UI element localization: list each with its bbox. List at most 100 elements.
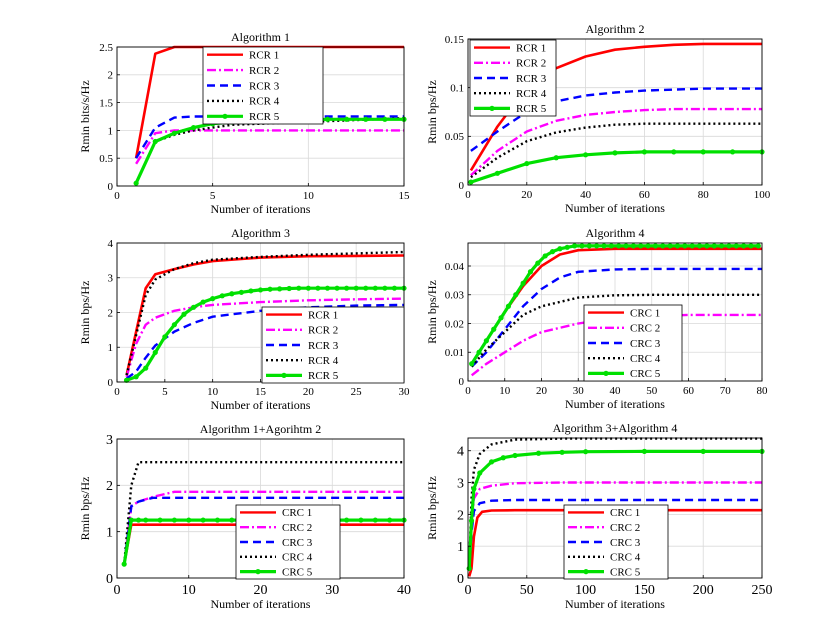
data-point (157, 517, 163, 523)
legend-marker (583, 569, 589, 575)
data-point (535, 260, 541, 266)
data-point (579, 243, 585, 249)
data-point (638, 243, 644, 249)
data-point (382, 285, 388, 291)
y-tick-label: 0 (459, 376, 465, 388)
legend-label-4: RCR 4 (249, 96, 280, 108)
x-tick-label: 25 (351, 386, 363, 398)
data-point (469, 361, 475, 367)
data-point (674, 243, 681, 249)
legend-label-4: RCR 4 (308, 355, 339, 367)
legend-label-5: CRC 5 (630, 368, 661, 380)
x-tick-label: 30 (399, 386, 411, 398)
data-point (726, 243, 732, 249)
legend-label-2: CRC 2 (610, 522, 640, 534)
x-tick-label: 70 (720, 385, 732, 397)
data-point (498, 315, 504, 321)
x-tick-label: 40 (610, 385, 622, 397)
data-point (143, 365, 149, 371)
data-point (200, 299, 206, 305)
data-point (257, 287, 264, 293)
data-point (344, 116, 350, 122)
y-tick-label: 1.5 (99, 97, 113, 109)
data-point (696, 243, 703, 249)
y-axis-label: Rmin bits/s/Hz (78, 80, 92, 152)
legend-label-3: CRC 3 (610, 537, 641, 549)
y-axis-label: Rmin bps/Hz (78, 281, 92, 345)
data-point (200, 517, 206, 523)
data-point (689, 243, 695, 249)
data-point (671, 149, 677, 155)
legend-label-5: RCR 5 (516, 103, 547, 115)
data-point (358, 517, 364, 523)
x-tick-label: 100 (754, 189, 771, 201)
data-point (733, 243, 739, 249)
series-line-2 (135, 129, 404, 165)
y-tick-label: 2 (108, 307, 114, 319)
data-point (344, 285, 350, 291)
x-tick-label: 100 (575, 583, 596, 598)
x-tick-label: 15 (399, 190, 411, 202)
y-axis-label: Rmin bps/Hz (425, 80, 439, 144)
data-point (171, 130, 177, 136)
data-point (682, 243, 688, 249)
legend-label-2: RCR 2 (516, 58, 546, 70)
series-line-3 (123, 496, 404, 565)
legend: CRC 1 CRC 2 CRC 3 CRC 4 CRC 5 (235, 504, 341, 580)
series-line-2 (470, 313, 762, 377)
data-point (586, 243, 592, 249)
x-tick-label: 50 (646, 385, 658, 397)
data-point (616, 243, 622, 249)
series-line-4 (123, 461, 404, 565)
series-line-4 (470, 293, 762, 368)
chart-title: Algorithm 3+Algorithm 4 (553, 421, 678, 435)
y-tick-label: 1 (106, 526, 113, 541)
data-point (135, 517, 142, 523)
data-point (468, 518, 475, 524)
legend-marker (489, 105, 495, 111)
x-tick-label: 20 (521, 189, 533, 201)
data-point (476, 349, 482, 355)
x-tick-label: 10 (182, 583, 196, 598)
data-point (583, 152, 589, 158)
chart-panel-2: 0 20 40 60 80 100 0 0.05 0.1 0.15 Algorithm 2 Numbe… (425, 22, 771, 215)
data-point (315, 285, 321, 291)
data-point (748, 243, 754, 249)
data-point (527, 269, 534, 275)
y-tick-label: 0 (106, 572, 113, 587)
y-tick-label: 4 (457, 445, 464, 460)
data-point (594, 243, 600, 249)
legend: CRC 1 CRC 2 CRC 3 CRC 4 CRC 5 (583, 304, 683, 382)
data-point (491, 326, 497, 332)
x-tick-label: 80 (757, 385, 769, 397)
data-point (391, 285, 398, 291)
legend: RCR 1 RCR 2 RCR 3 RCR 4 RCR 5 (202, 46, 324, 125)
chart-title: Algorithm 2 (586, 22, 645, 36)
series-line-3 (468, 498, 762, 569)
chart-panel-6: 0 50 100 150 200 250 0 1 2 3 4 Algorithm 3+Algorith… (425, 421, 773, 611)
data-point (133, 180, 139, 186)
series-line-4 (135, 117, 405, 184)
x-tick-label: 10 (303, 190, 315, 202)
data-point (210, 296, 216, 302)
legend-label-5: RCR 5 (308, 370, 339, 382)
data-point (557, 246, 563, 252)
y-axis-label: Rmin bps/Hz (425, 476, 439, 540)
legend: CRC 1 CRC 2 CRC 3 CRC 4 CRC 5 (563, 504, 669, 580)
x-axis-label: Number of iterations (565, 597, 665, 611)
legend-marker (281, 372, 287, 378)
y-axis-label: Rmin bps/Hz (425, 280, 439, 344)
legend-marker (222, 113, 228, 119)
y-tick-label: 0.5 (99, 153, 113, 165)
data-point (286, 285, 292, 292)
x-tick-label: 5 (210, 190, 216, 202)
x-tick-label: 30 (573, 385, 585, 397)
data-point (535, 450, 542, 456)
legend-box (583, 304, 683, 382)
data-point (564, 244, 570, 250)
y-tick-label: 0.03 (445, 290, 465, 302)
legend-box (469, 39, 557, 117)
data-point (652, 243, 659, 249)
legend: RCR 1 RCR 2 RCR 3 RCR 4 RCR 5 (261, 306, 405, 384)
